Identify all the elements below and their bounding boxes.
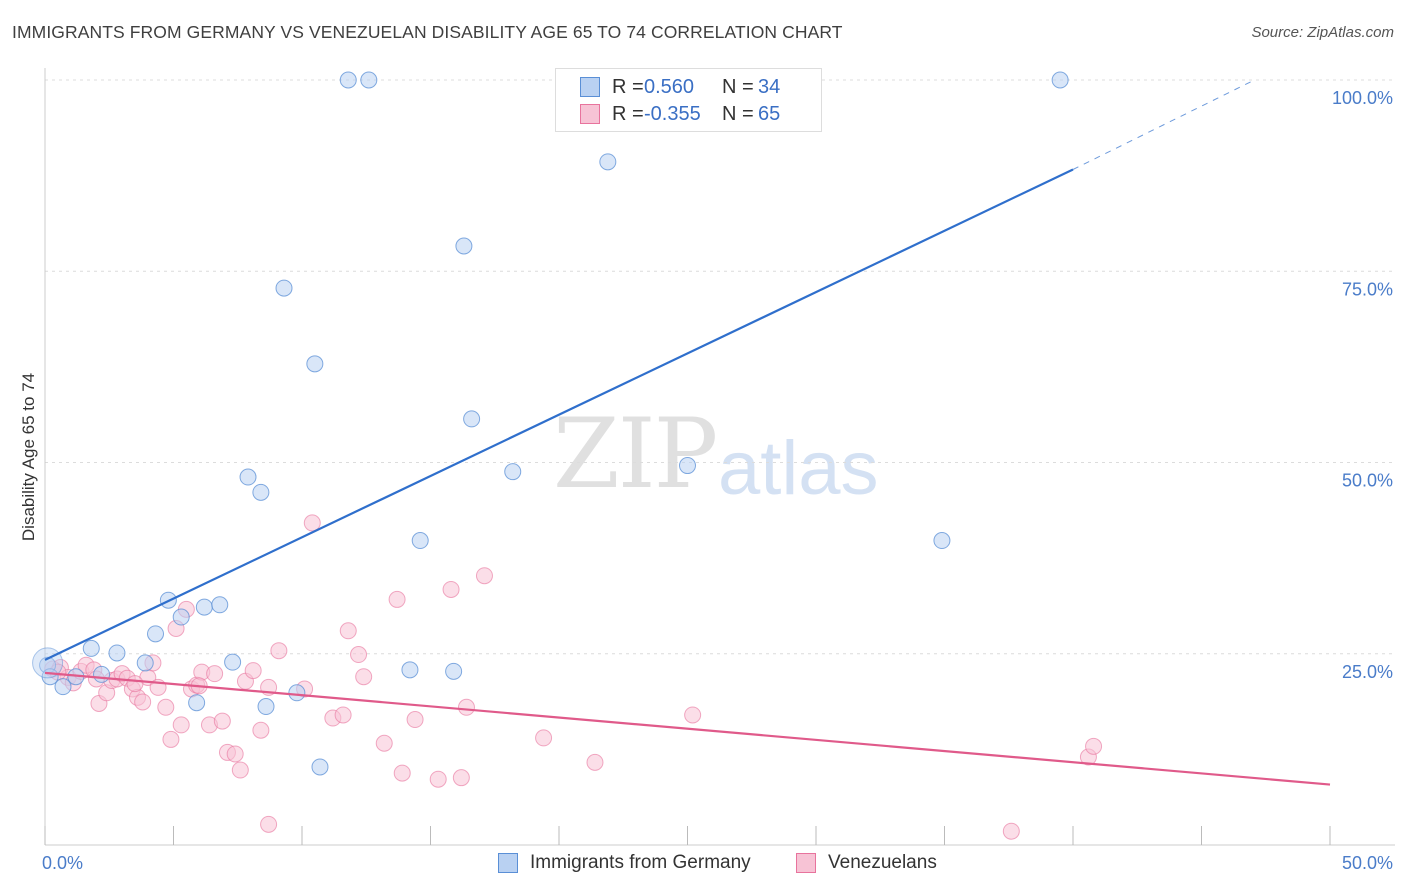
legend-n-value: 65 — [758, 102, 781, 125]
germany-point — [211, 596, 229, 614]
venezuelans-point — [134, 693, 152, 711]
venezuelans-point — [126, 675, 144, 693]
venezuelans-point — [334, 706, 352, 724]
venezuelans-point — [429, 770, 447, 788]
x-tick-label: 50.0% — [1342, 853, 1393, 873]
legend-swatch-venezuelans — [580, 104, 600, 124]
venezuelans-point — [206, 665, 224, 683]
germany-point — [679, 457, 696, 475]
germany-point — [239, 468, 257, 486]
bottom-legend-label-venezuelans: Venezuelans — [828, 852, 937, 873]
venezuelans-point — [162, 730, 180, 748]
venezuelans-point — [457, 698, 475, 716]
germany-point — [445, 662, 463, 680]
source-label: Source: ZipAtlas.com — [1251, 24, 1394, 41]
venezuelans-point — [684, 706, 702, 724]
legend-n-label: N = — [722, 102, 754, 125]
stats-legend: R = 0.560 N = 34 R = -0.355 N = 65 — [555, 68, 822, 132]
germany-trendline — [44, 168, 1074, 661]
y-tick-label: 50.0% — [1342, 471, 1393, 491]
bottom-legend-swatch-venezuelans — [796, 853, 816, 873]
germany-point — [1051, 71, 1069, 89]
germany-point — [172, 608, 190, 626]
bottom-legend-venezuelans: Venezuelans — [796, 852, 937, 874]
venezuelans-point — [393, 764, 411, 782]
germany-point — [288, 684, 306, 702]
germany-point — [195, 598, 213, 616]
venezuelans-point — [1085, 737, 1103, 755]
legend-row-venezuelans: R = -0.355 N = 65 — [580, 101, 780, 127]
venezuelans-point — [270, 642, 288, 660]
y-tick-label: 25.0% — [1342, 662, 1393, 682]
legend-r-label: R = — [612, 75, 644, 98]
germany-point — [224, 653, 242, 671]
y-tick-label: 75.0% — [1342, 279, 1393, 299]
germany-point — [599, 153, 617, 171]
bottom-legend-swatch-germany — [498, 853, 518, 873]
germany-point — [306, 355, 324, 373]
venezuelans-point — [475, 567, 493, 585]
venezuelans-point — [244, 662, 262, 680]
germany-point — [93, 665, 111, 683]
bottom-legend-label-germany: Immigrants from Germany — [530, 852, 751, 873]
y-tick-label: 100.0% — [1332, 88, 1393, 108]
germany-point — [401, 661, 419, 679]
venezuelans-point — [406, 711, 424, 729]
germany-point — [504, 463, 522, 481]
venezuelans-point — [586, 753, 604, 771]
y-axis-label: Disability Age 65 to 74 — [19, 373, 38, 541]
germany-point — [188, 694, 206, 712]
venezuelans-point — [252, 721, 270, 739]
germany-point — [455, 237, 473, 255]
chart-title: IMMIGRANTS FROM GERMANY VS VENEZUELAN DI… — [12, 22, 843, 42]
watermark-atlas: atlas — [718, 426, 879, 511]
germany-point — [933, 532, 951, 550]
germany-point — [411, 532, 429, 550]
legend-swatch-germany — [580, 77, 600, 97]
germany-point — [275, 279, 293, 297]
germany-point — [339, 71, 357, 89]
venezuelans-point — [260, 815, 278, 833]
germany-point — [311, 758, 329, 776]
germany-point — [147, 625, 165, 643]
germany-point — [257, 698, 275, 716]
venezuelans-point — [226, 745, 244, 763]
venezuelans-point — [442, 580, 460, 598]
germany-point — [360, 71, 378, 89]
venezuelans-point — [388, 590, 406, 608]
venezuelans-point — [172, 716, 190, 734]
venezuelans-point — [535, 729, 553, 747]
venezuelans-point — [375, 734, 393, 752]
venezuelans-point — [303, 514, 321, 532]
legend-row-germany: R = 0.560 N = 34 — [580, 74, 780, 100]
venezuelans-point — [339, 622, 357, 640]
legend-n-label: N = — [722, 75, 754, 98]
venezuelans-point — [1002, 822, 1020, 840]
venezuelans-point — [157, 698, 175, 716]
venezuelans-point — [213, 712, 231, 730]
venezuelans-point — [355, 668, 373, 686]
venezuelans-point — [350, 646, 368, 664]
x-tick-label: 0.0% — [42, 853, 83, 873]
legend-r-label: R = — [612, 102, 644, 125]
legend-n-value: 34 — [758, 75, 781, 98]
venezuelans-trendline — [44, 671, 1331, 786]
germany-point — [54, 678, 72, 696]
watermark-zip: ZIP — [553, 398, 718, 510]
germany-point — [463, 410, 481, 428]
legend-r-value: 0.560 — [644, 75, 695, 98]
germany-point — [252, 483, 270, 501]
germany-point — [82, 639, 100, 657]
legend-r-value: -0.355 — [644, 102, 701, 125]
germany-point — [136, 654, 154, 672]
bottom-legend-germany: Immigrants from Germany — [498, 852, 751, 874]
germany-point — [108, 644, 126, 662]
venezuelans-point — [452, 769, 470, 787]
venezuelans-point — [231, 761, 249, 779]
germany-trendline-extension — [1072, 80, 1254, 170]
